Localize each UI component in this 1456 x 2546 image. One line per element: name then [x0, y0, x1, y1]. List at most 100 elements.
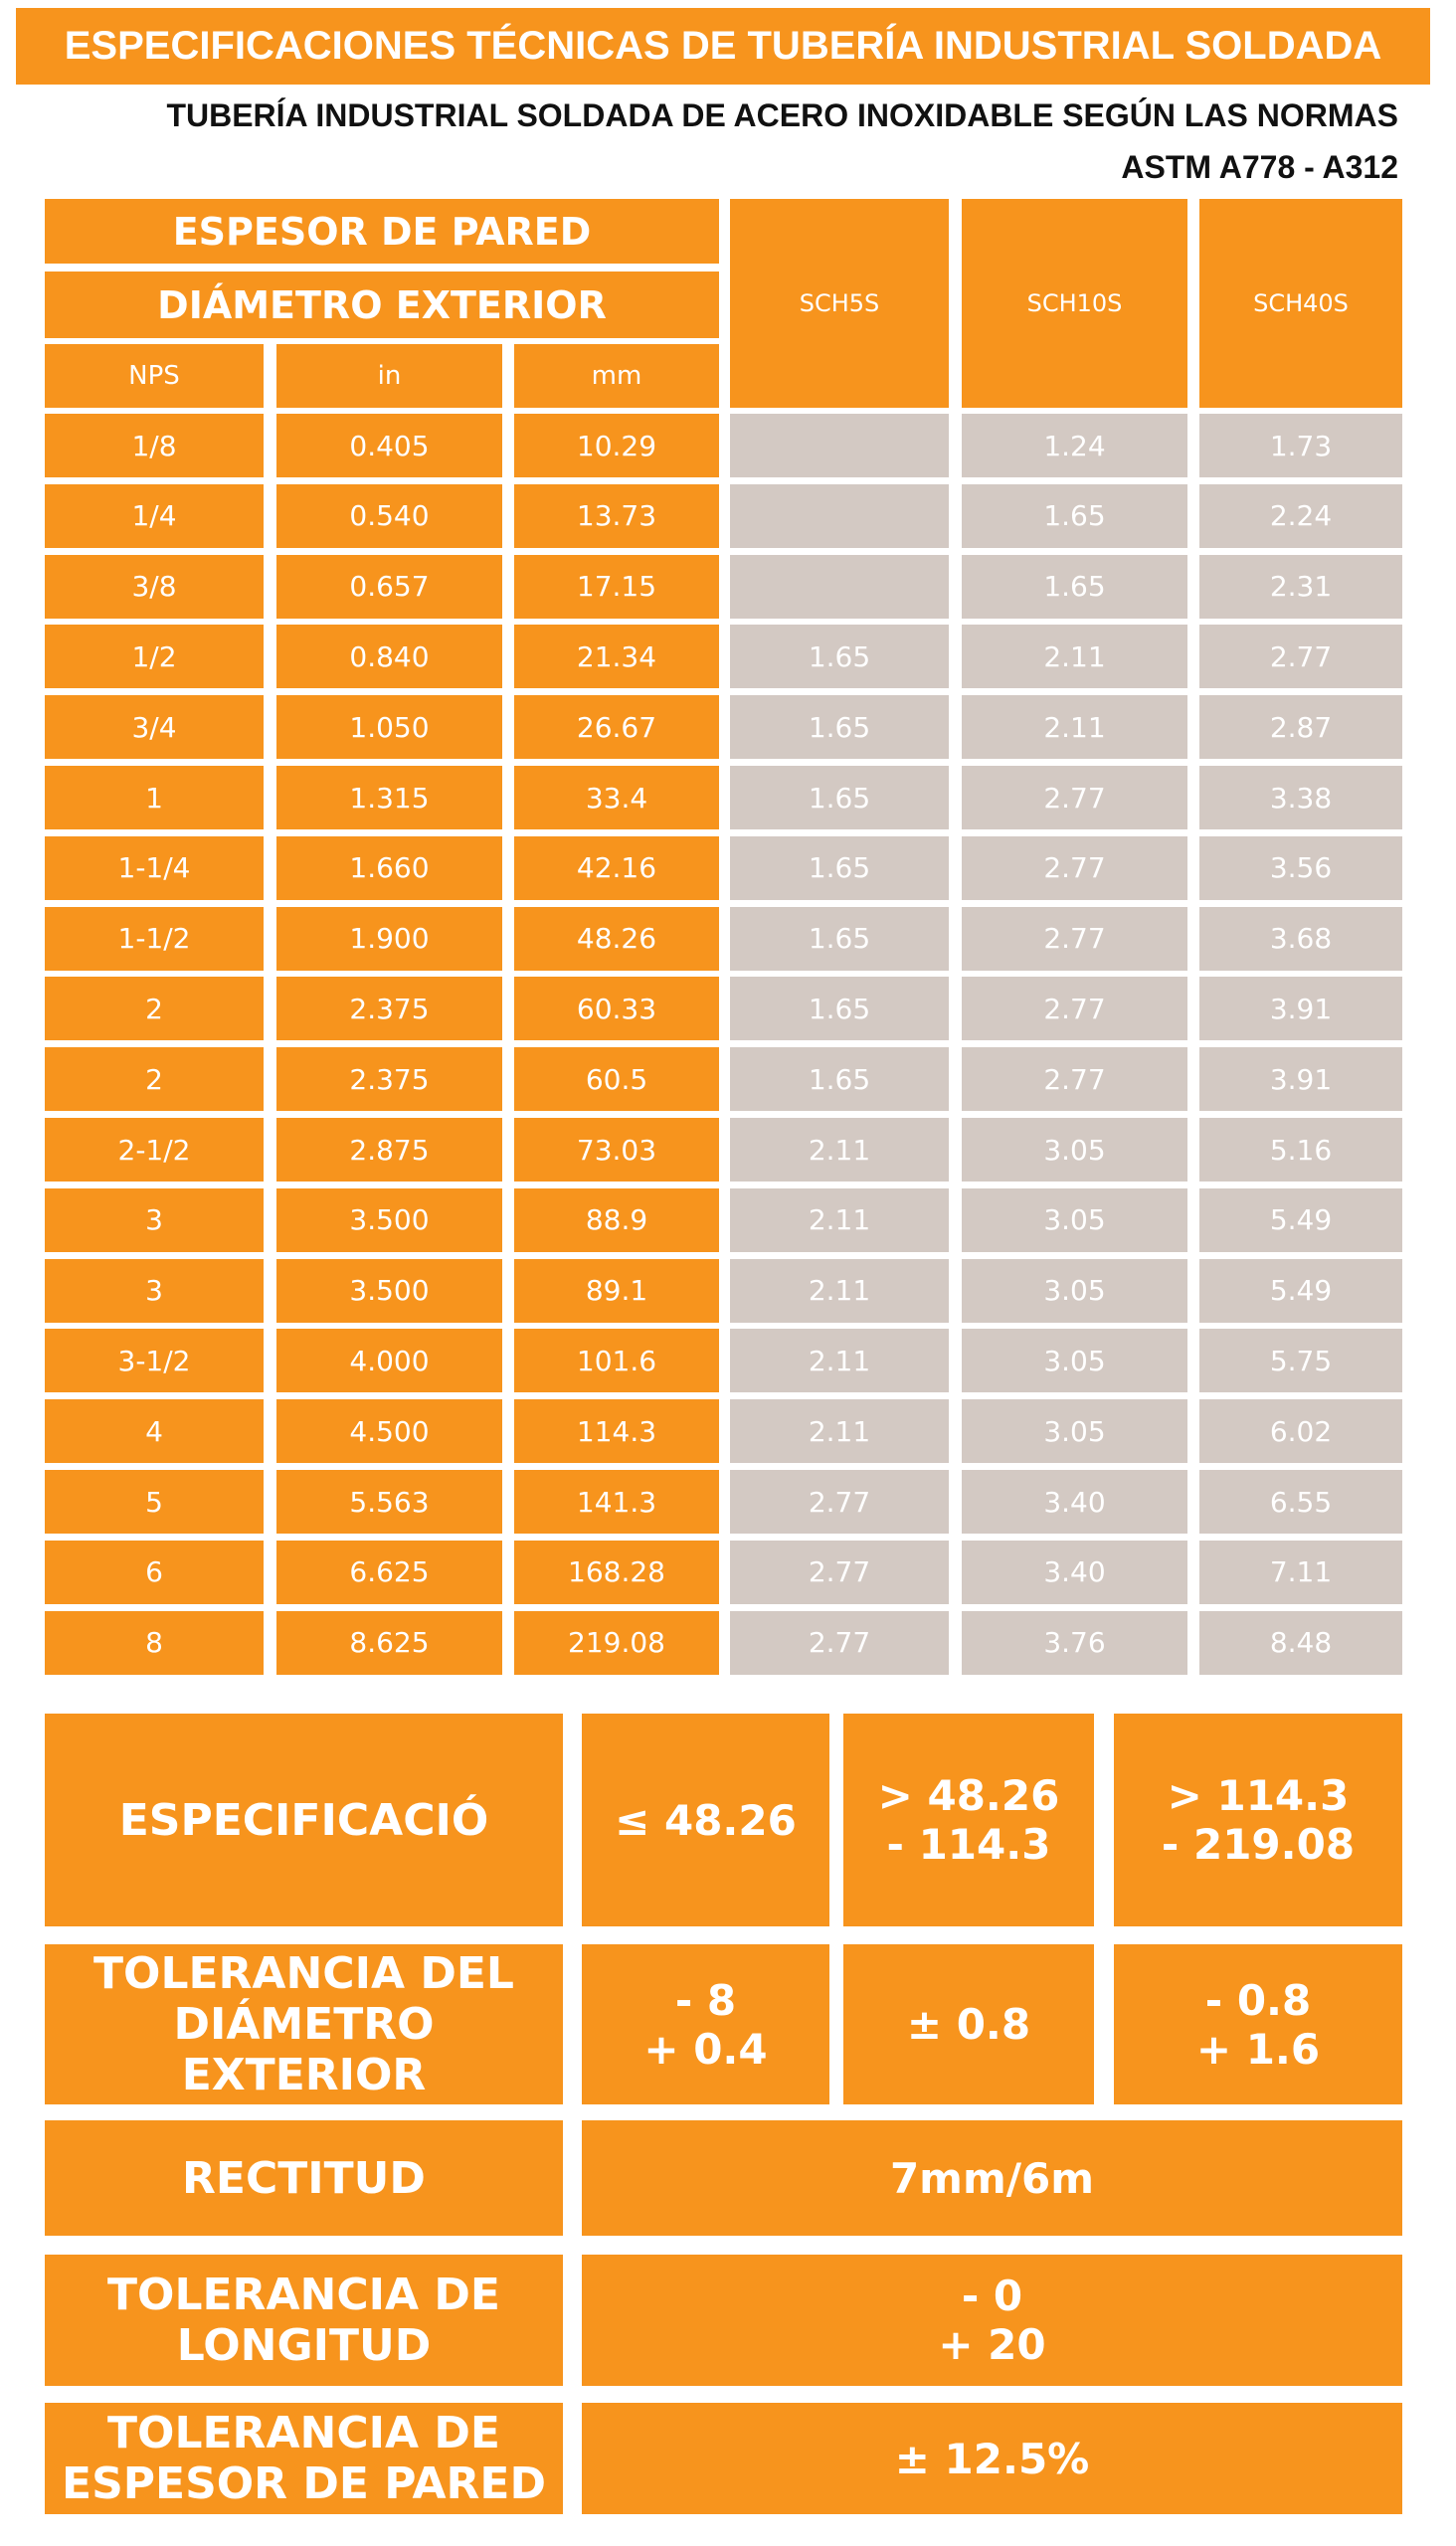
table-cell: 2.77: [962, 766, 1187, 829]
spec-label: ESPECIFICACIÓ: [45, 1714, 563, 1926]
table-cell: 2.77: [962, 835, 1187, 900]
table-cell: 3/4: [45, 695, 264, 760]
table-cell: 5.49: [1199, 1187, 1402, 1252]
table-cell: 7.11: [1199, 1540, 1402, 1604]
table-cell: 3.05: [962, 1399, 1187, 1464]
table-cell: 2.87: [1199, 695, 1402, 760]
table-cell: 73.03: [514, 1118, 719, 1182]
table-cell: 1/8: [45, 414, 264, 477]
subtitle: TUBERÍA INDUSTRIAL SOLDADA DE ACERO INOX…: [166, 97, 1398, 133]
table-cell: [730, 414, 949, 477]
subtitle: ASTM A778 - A312: [1121, 149, 1398, 185]
table-cell: 1.65: [962, 483, 1187, 548]
table-cell: 101.6: [514, 1329, 719, 1393]
table-cell: 1-1/2: [45, 906, 264, 971]
title: ESPECIFICACIONES TÉCNICAS DE TUBERÍA IND…: [16, 8, 1430, 85]
column-header: NPS: [45, 344, 264, 408]
table-cell: 219.08: [514, 1610, 719, 1675]
table-cell: 6: [45, 1540, 264, 1604]
table-cell: 3.68: [1199, 906, 1402, 971]
spec-label: TOLERANCIA DE LONGITUD: [45, 2255, 563, 2386]
table-cell: 4.000: [276, 1329, 502, 1393]
table-cell: 1/2: [45, 625, 264, 689]
table-cell: 3.91: [1199, 1047, 1402, 1112]
table-cell: 1.65: [730, 977, 949, 1041]
table-cell: 42.16: [514, 835, 719, 900]
spec-value: - 0 + 20: [582, 2255, 1402, 2386]
table-cell: 10.29: [514, 414, 719, 477]
table-cell: 3.56: [1199, 835, 1402, 900]
table-cell: 26.67: [514, 695, 719, 760]
column-header: SCH5S: [730, 199, 949, 408]
spec-label: RECTITUD: [45, 2120, 563, 2236]
spec-value: 7mm/6m: [582, 2120, 1402, 2236]
table-cell: 114.3: [514, 1399, 719, 1464]
spec-label: TOLERANCIA DEL DIÁMETRO EXTERIOR: [45, 1944, 563, 2104]
table-cell: 1/4: [45, 483, 264, 548]
table-cell: 2.11: [962, 695, 1187, 760]
table-cell: 3: [45, 1187, 264, 1252]
table-cell: 60.33: [514, 977, 719, 1041]
table-cell: 2.375: [276, 977, 502, 1041]
table-cell: 1.315: [276, 766, 502, 829]
table-cell: 3.05: [962, 1187, 1187, 1252]
table-cell: 21.34: [514, 625, 719, 689]
table-cell: 2.77: [730, 1540, 949, 1604]
table-cell: 6.625: [276, 1540, 502, 1604]
table-cell: 6.02: [1199, 1399, 1402, 1464]
spec-value: > 48.26 - 114.3: [843, 1714, 1094, 1926]
table-cell: [730, 483, 949, 548]
table-cell: 3.05: [962, 1329, 1187, 1393]
table-cell: 3: [45, 1258, 264, 1323]
table-cell: 17.15: [514, 554, 719, 619]
table-cell: 2.24: [1199, 483, 1402, 548]
column-header: SCH10S: [962, 199, 1187, 408]
table-cell: 33.4: [514, 766, 719, 829]
table-cell: 1: [45, 766, 264, 829]
column-header: in: [276, 344, 502, 408]
table-cell: 3-1/2: [45, 1329, 264, 1393]
table-cell: 89.1: [514, 1258, 719, 1323]
table-cell: [730, 554, 949, 619]
table-cell: 3.40: [962, 1540, 1187, 1604]
table-cell: 2.11: [730, 1118, 949, 1182]
table-cell: 5: [45, 1470, 264, 1534]
table-cell: 2.77: [1199, 625, 1402, 689]
table-cell: 1.65: [730, 906, 949, 971]
table-cell: 168.28: [514, 1540, 719, 1604]
table-cell: 3.91: [1199, 977, 1402, 1041]
table-cell: 0.540: [276, 483, 502, 548]
table-cell: 60.5: [514, 1047, 719, 1112]
table-cell: 5.16: [1199, 1118, 1402, 1182]
table-cell: 4.500: [276, 1399, 502, 1464]
table-cell: 1-1/4: [45, 835, 264, 900]
table-cell: 5.75: [1199, 1329, 1402, 1393]
spec-value: ± 0.8: [843, 1944, 1094, 2104]
table-cell: 3.500: [276, 1187, 502, 1252]
table-cell: 2.11: [730, 1258, 949, 1323]
table-cell: 1.65: [730, 766, 949, 829]
spec-value: ± 12.5%: [582, 2403, 1402, 2514]
table-cell: 1.65: [730, 835, 949, 900]
spec-label: TOLERANCIA DE ESPESOR DE PARED: [45, 2403, 563, 2514]
table-cell: 1.660: [276, 835, 502, 900]
table-cell: 2.77: [730, 1470, 949, 1534]
table-cell: 5.49: [1199, 1258, 1402, 1323]
table-cell: 3.500: [276, 1258, 502, 1323]
table-cell: 2: [45, 1047, 264, 1112]
table-cell: 2.31: [1199, 554, 1402, 619]
table-cell: 2.11: [962, 625, 1187, 689]
column-header: mm: [514, 344, 719, 408]
table-cell: 0.657: [276, 554, 502, 619]
table-cell: 3.76: [962, 1610, 1187, 1675]
table-cell: 5.563: [276, 1470, 502, 1534]
table-cell: 141.3: [514, 1470, 719, 1534]
group-header: ESPESOR DE PARED: [45, 199, 719, 264]
table-cell: 2.11: [730, 1329, 949, 1393]
table-cell: 8: [45, 1610, 264, 1675]
column-header: SCH40S: [1199, 199, 1402, 408]
table-cell: 0.405: [276, 414, 502, 477]
table-cell: 6.55: [1199, 1470, 1402, 1534]
table-cell: 2.77: [962, 977, 1187, 1041]
